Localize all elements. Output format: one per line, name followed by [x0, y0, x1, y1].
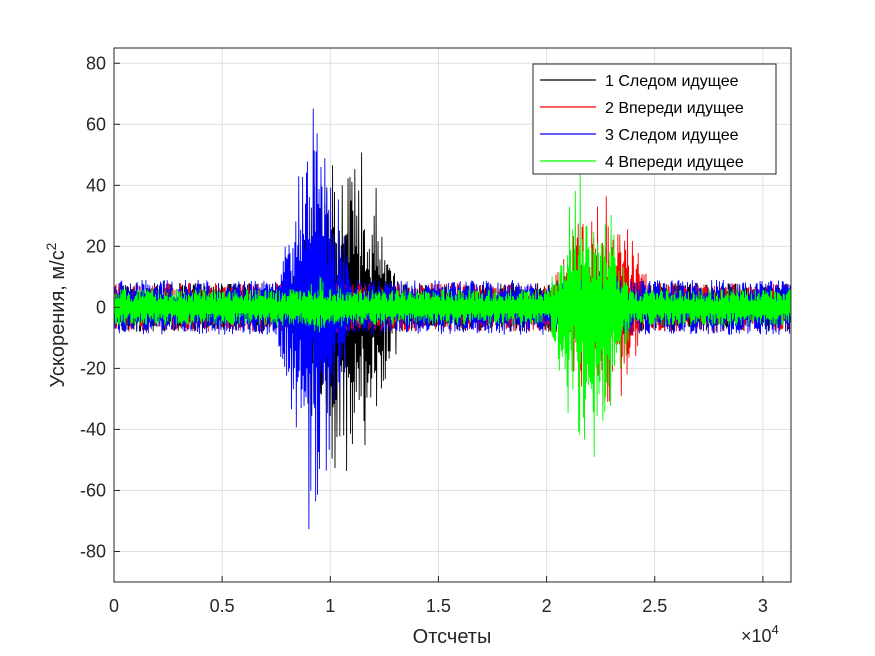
legend: 1 Следом идущее 2 Впереди идущее 3 Следом …: [532, 63, 777, 175]
x-tick-label: 1: [325, 596, 335, 616]
x-axis-exponent-power: 4: [772, 622, 779, 637]
x-tick-label: 0.5: [210, 596, 235, 616]
y-tick-label: -80: [80, 541, 106, 561]
y-tick-label: -20: [80, 358, 106, 378]
y-tick-label: 40: [86, 175, 106, 195]
x-axis-exponent-base: ×10: [741, 626, 772, 646]
ticks: 0 0.5 1 1.5 2 2.5 3 80 60 40 20 0 -20 -40 -60 -80: [80, 53, 768, 616]
legend-label: 4 Впереди идущее: [605, 154, 744, 171]
y-tick-label: -60: [80, 480, 106, 500]
y-axis-label-superscript: 2: [43, 242, 59, 250]
y-axis-label: Ускорения, м/с2: [43, 242, 69, 387]
plot-frame: [113, 47, 792, 583]
x-tick-label: 1.5: [426, 596, 451, 616]
legend-label: 3 Следом идущее: [605, 127, 739, 144]
x-tick-label: 2: [542, 596, 552, 616]
y-tick-label: 20: [86, 236, 106, 256]
series-line-4: [114, 170, 791, 457]
y-tick-label: 0: [96, 297, 106, 317]
x-tick-label: 3: [758, 596, 768, 616]
x-tick-label: 2.5: [642, 596, 667, 616]
y-tick-label: -40: [80, 419, 106, 439]
y-axis-label-text: Ускорения, м/с: [47, 250, 69, 387]
x-axis-label: Отсчеты: [413, 626, 492, 648]
x-tick-label: 0: [109, 596, 119, 616]
y-tick-label: 60: [86, 114, 106, 134]
legend-label: 2 Впереди идущее: [605, 100, 744, 117]
legend-label: 1 Следом идущее: [605, 73, 739, 90]
legend-box: [532, 63, 777, 175]
series-layer: [114, 108, 791, 530]
x-axis-exponent: ×104: [741, 622, 779, 646]
y-tick-label: 80: [86, 53, 106, 73]
